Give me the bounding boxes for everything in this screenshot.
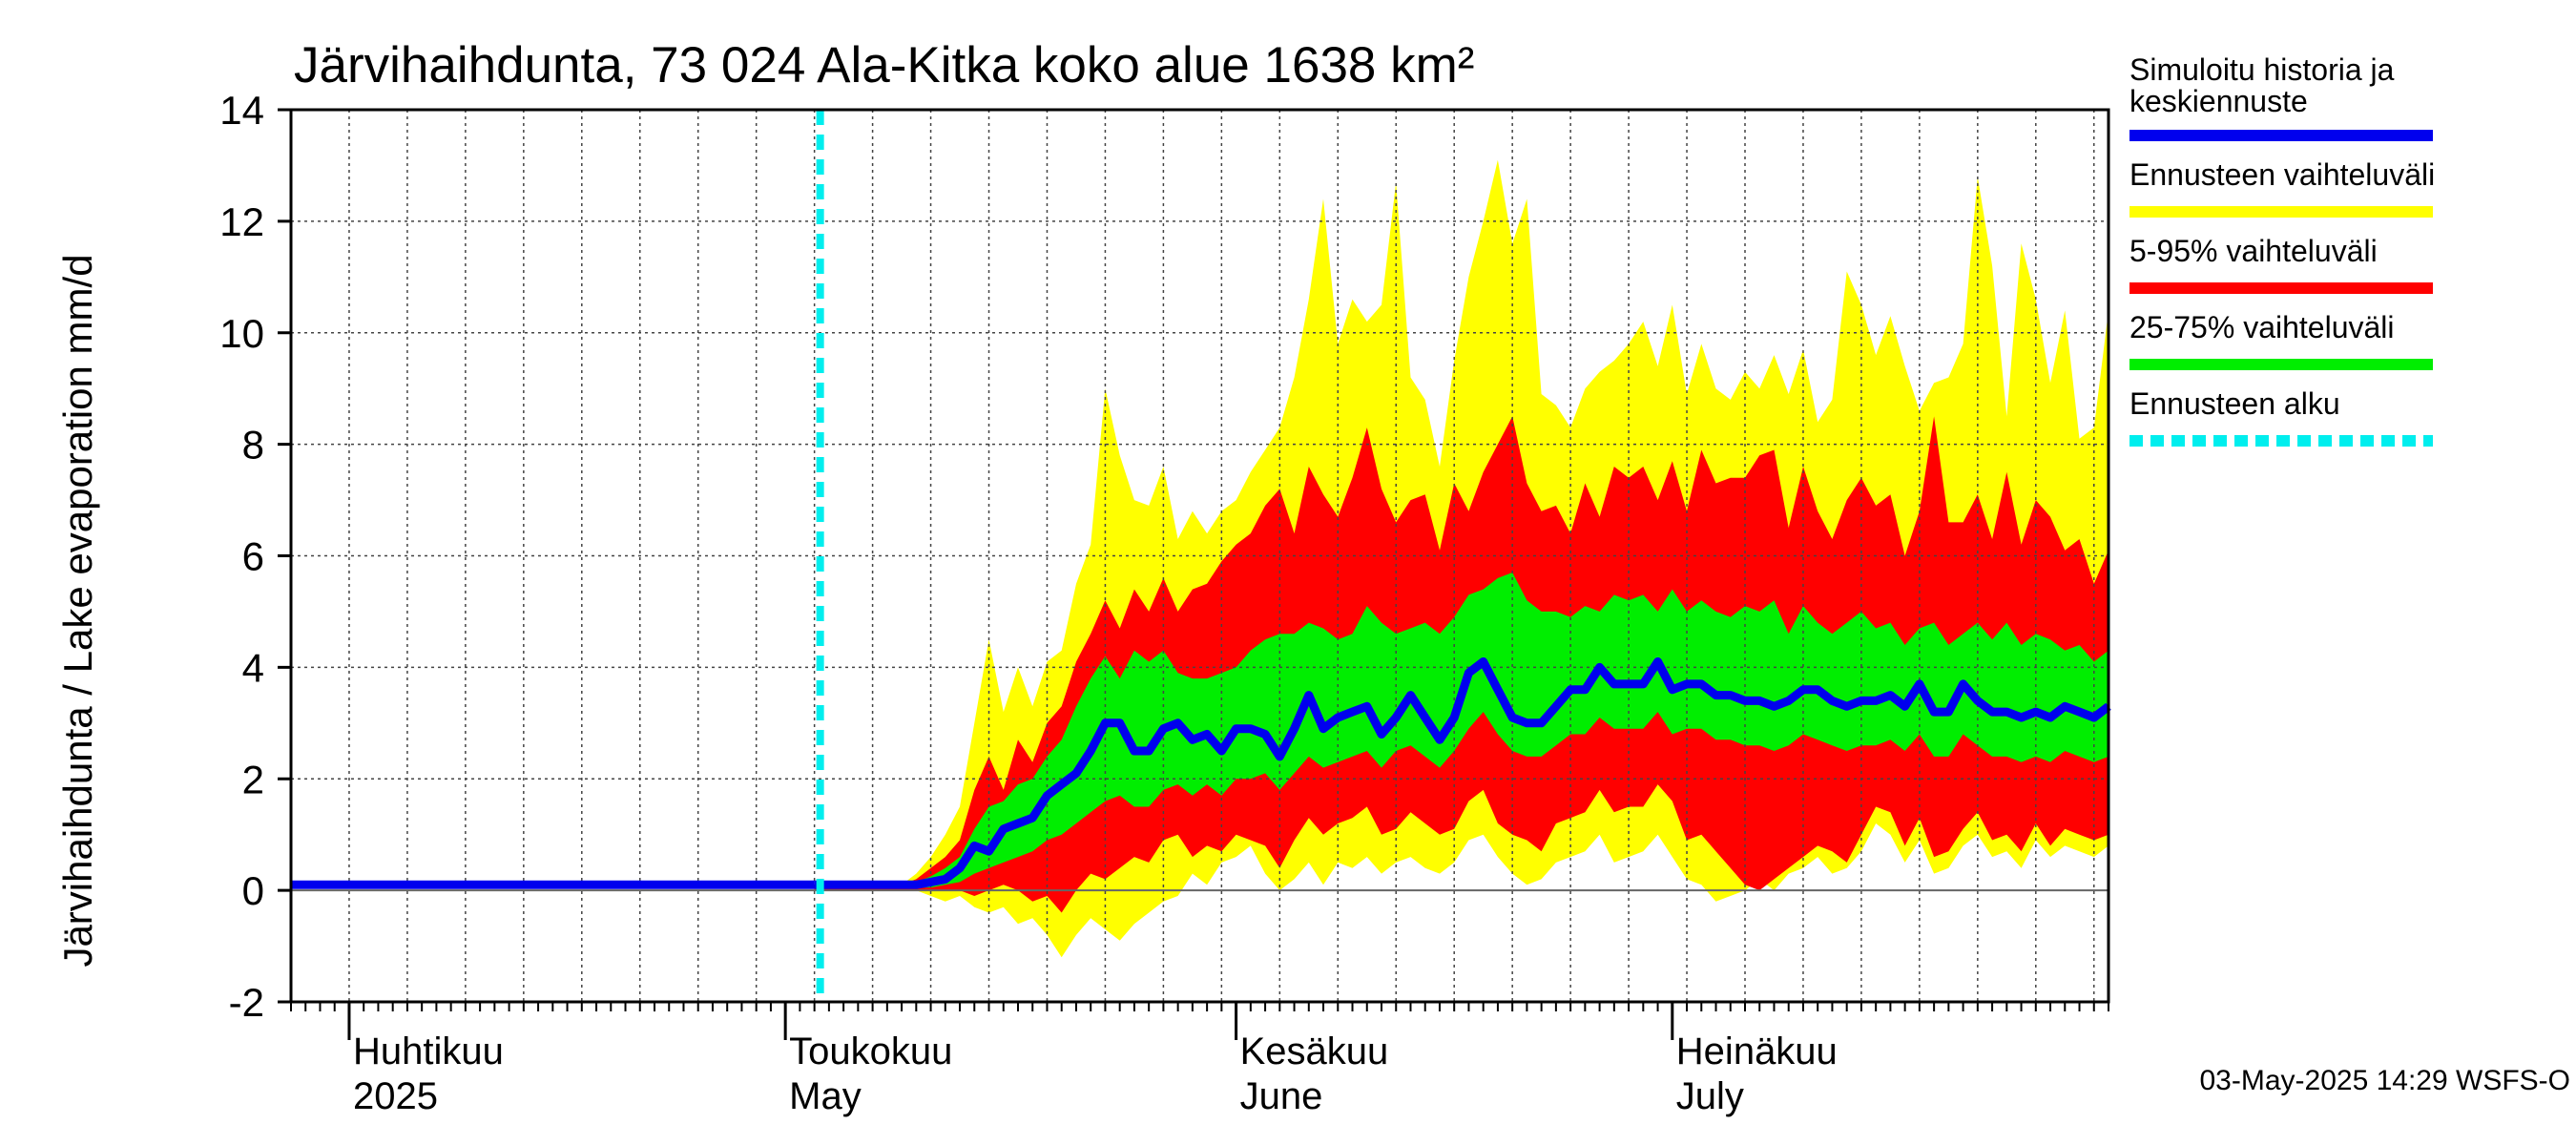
y-tick-label: -2 xyxy=(229,980,264,1025)
month-label-fi: Toukokuu xyxy=(789,1030,952,1072)
y-tick-label: 10 xyxy=(219,311,264,356)
y-axis-label: Järvihaihdunta / Lake evaporation mm/d xyxy=(55,254,100,967)
month-label-en: July xyxy=(1676,1075,1744,1117)
series-lines xyxy=(291,110,2111,1002)
y-axis-ticks: -2 0 2 4 6 8 10 12 14 xyxy=(219,88,291,1025)
y-tick-label: 6 xyxy=(242,534,264,579)
grid-lines xyxy=(290,109,2109,1003)
legend-label: Simuloitu historia ja xyxy=(2129,52,2395,87)
legend-label: 5-95% vaihteluväli xyxy=(2129,234,2378,268)
month-label-fi: Kesäkuu xyxy=(1240,1030,1389,1072)
chart-title: Järvihaihdunta, 73 024 Ala-Kitka koko al… xyxy=(294,37,1474,94)
month-label-fi: Huhtikuu xyxy=(353,1030,504,1072)
forecast-bands xyxy=(814,159,2109,958)
y-tick-label: 8 xyxy=(242,423,264,468)
legend-label: Ennusteen vaihteluväli xyxy=(2129,157,2435,192)
y-tick-label: 12 xyxy=(219,199,264,244)
y-tick-label: 2 xyxy=(242,757,264,802)
footer-timestamp: 03-May-2025 14:29 WSFS-O xyxy=(2200,1065,2571,1096)
y-tick-label: 4 xyxy=(242,645,264,690)
legend-label: keskiennuste xyxy=(2129,84,2308,118)
legend-label: 25-75% vaihteluväli xyxy=(2129,310,2395,344)
month-label-en: 2025 xyxy=(353,1075,438,1117)
mean-forecast-line xyxy=(814,657,2111,889)
band-25-75 xyxy=(814,572,2109,888)
month-label-fi: Heinäkuu xyxy=(1676,1030,1838,1072)
month-label-en: May xyxy=(789,1075,862,1117)
y-tick-label: 0 xyxy=(242,868,264,913)
legend-label: Ennusteen alku xyxy=(2129,386,2340,421)
y-tick-label: 14 xyxy=(219,88,264,133)
month-label-en: June xyxy=(1240,1075,1323,1117)
